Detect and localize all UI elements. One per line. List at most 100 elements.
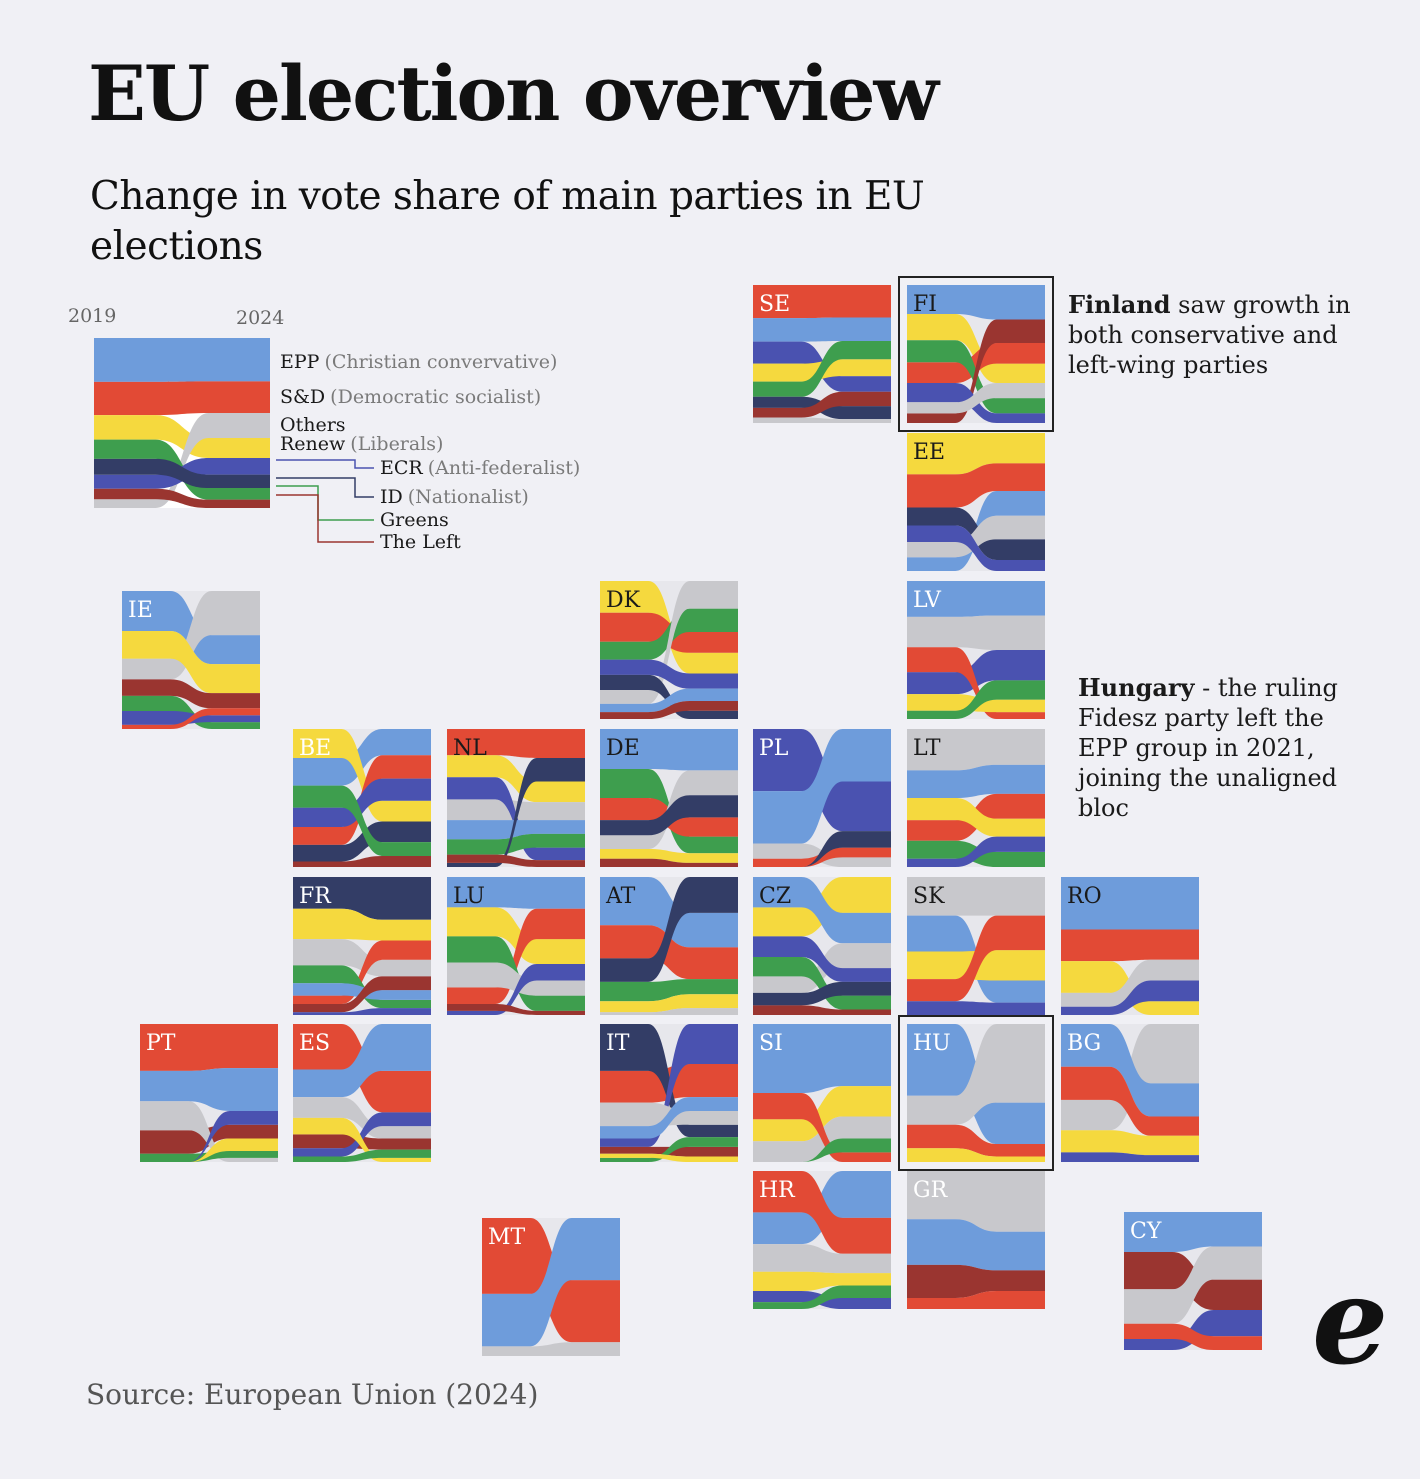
tile-lt-band-epp bbox=[907, 764, 1045, 798]
tile-de-band-left bbox=[600, 858, 738, 867]
tile-si-band-epp bbox=[753, 1024, 891, 1093]
legend-name-left: The Left bbox=[380, 531, 461, 553]
country-tiles: SE FI EE LV LT IE DK BE NL DE PL FR LU AT CZ SK RO PT ES IT… bbox=[122, 276, 1262, 1356]
tile-ee-band-renew bbox=[907, 433, 1045, 475]
tile-pt-band-epp bbox=[140, 1068, 278, 1111]
tile-label-cy: CY bbox=[1130, 1219, 1162, 1244]
tile-pl-band-id bbox=[753, 831, 891, 867]
tile-ie-band-sd bbox=[122, 708, 260, 729]
tile-cz-band-epp bbox=[753, 877, 891, 944]
tile-gr-band-sd bbox=[907, 1291, 1045, 1309]
tile-mt-band-epp bbox=[482, 1218, 620, 1347]
finland-annotation-text: saw growth in both conservative and left… bbox=[1068, 291, 1351, 379]
hungary-annotation-text: - the ruling Fidesz party left the EPP g… bbox=[1078, 674, 1338, 822]
country-tile-hu: HU bbox=[898, 1015, 1054, 1171]
tile-bg-band-epp bbox=[1061, 1024, 1199, 1117]
tile-es-band-ecr bbox=[293, 1112, 431, 1157]
legend-name-ecr: ECR bbox=[380, 457, 423, 479]
tile-label-lv: LV bbox=[913, 588, 942, 613]
tile-bg-band-ecr bbox=[1061, 1152, 1199, 1162]
tile-es-band-others bbox=[293, 1097, 431, 1139]
legend-name-greens: Greens bbox=[380, 509, 449, 531]
tile-nl-band-greens bbox=[447, 833, 585, 855]
tile-label-ie: IE bbox=[128, 598, 153, 623]
page-subtitle: Change in vote share of main parties in … bbox=[90, 174, 925, 269]
tile-lv-band-others bbox=[907, 615, 1045, 650]
tile-lt-band-ecr bbox=[907, 836, 1045, 867]
legend-item-greens: Greens bbox=[380, 509, 449, 531]
country-tile-nl: NL bbox=[447, 729, 585, 867]
tile-it-band-greens bbox=[600, 1137, 738, 1162]
legend-item-id: ID (Nationalist) bbox=[380, 486, 529, 508]
tile-label-pl: PL bbox=[759, 736, 789, 761]
source-note: Source: European Union (2024) bbox=[86, 1378, 539, 1411]
tile-lv-band-epp bbox=[907, 581, 1045, 617]
legend-name-epp: EPP bbox=[280, 351, 320, 373]
country-tile-es: ES bbox=[293, 1024, 431, 1162]
legend-item-others: Others bbox=[280, 414, 346, 436]
legend-desc-ecr: (Anti-federalist) bbox=[428, 457, 581, 479]
legend-band-sd bbox=[94, 381, 270, 416]
tile-cz-band-left bbox=[753, 1005, 891, 1015]
tile-fi-band-others bbox=[907, 382, 1045, 414]
tile-at-band-renew bbox=[600, 994, 738, 1013]
tile-dk-band-ecr bbox=[600, 659, 738, 689]
country-tile-gr: GR bbox=[907, 1171, 1045, 1309]
tile-pt-band-sd bbox=[140, 1024, 278, 1071]
tile-ie-band-others bbox=[122, 591, 260, 680]
legend-year-start: 2019 bbox=[68, 305, 116, 327]
tile-lu-band-left bbox=[447, 1003, 585, 1015]
tile-label-sk: SK bbox=[913, 884, 945, 909]
legend-desc-id: (Nationalist) bbox=[408, 486, 529, 508]
tile-label-fr: FR bbox=[299, 884, 332, 909]
legend-item-epp: EPP (Christian convervative) bbox=[280, 351, 557, 373]
tile-ro-band-ecr bbox=[1061, 980, 1199, 1015]
tile-it-band-ecr bbox=[600, 1024, 738, 1147]
tile-label-hu: HU bbox=[913, 1031, 951, 1056]
tile-gr-band-left bbox=[907, 1264, 1045, 1298]
tile-es-band-epp bbox=[293, 1024, 431, 1098]
tile-hu-band-others bbox=[907, 1024, 1045, 1125]
tile-it-band-id bbox=[600, 1024, 738, 1138]
legend-flow bbox=[94, 338, 270, 508]
tile-ee-band-sd bbox=[907, 463, 1045, 508]
tile-label-pt: PT bbox=[146, 1031, 176, 1056]
tile-pt-band-renew bbox=[140, 1138, 278, 1162]
tile-lt-band-others bbox=[907, 729, 1045, 771]
finland-annotation-bold: Finland bbox=[1068, 290, 1171, 319]
legend-band-left bbox=[94, 488, 270, 508]
tile-highlight-hu bbox=[898, 1015, 1054, 1171]
hungary-annotation-bold: Hungary bbox=[1078, 673, 1195, 702]
country-tile-ro: RO bbox=[1061, 877, 1199, 1015]
tile-bg-band-sd bbox=[1061, 1066, 1199, 1136]
tile-nl-band-left bbox=[447, 854, 585, 867]
country-tile-bg: BG bbox=[1061, 1024, 1199, 1162]
tile-nl-band-others bbox=[447, 799, 585, 821]
tile-at-band-sd bbox=[600, 925, 738, 980]
tile-es-band-renew bbox=[293, 1117, 431, 1162]
legend-band-epp bbox=[94, 338, 270, 382]
country-tile-lv: LV bbox=[907, 581, 1045, 719]
legend-band-others bbox=[94, 413, 270, 508]
tile-ie-band-renew bbox=[122, 631, 260, 694]
tile-label-lu: LU bbox=[453, 884, 485, 909]
page-title: EU election overview bbox=[88, 49, 939, 138]
tile-cy-band-sd bbox=[1124, 1323, 1262, 1350]
legend-leader-id bbox=[276, 477, 374, 498]
tile-si-band-sd bbox=[753, 1093, 891, 1162]
country-tile-ee: EE bbox=[907, 433, 1045, 571]
publisher-logo: e bbox=[1312, 1251, 1389, 1392]
tile-lu-band-others bbox=[447, 962, 585, 996]
tile-label-mt: MT bbox=[488, 1225, 526, 1250]
tile-lu-band-sd bbox=[447, 908, 585, 1004]
tile-fr-band-ecr bbox=[293, 1008, 431, 1015]
legend-item-ecr: ECR (Anti-federalist) bbox=[380, 457, 580, 479]
tile-at-band-epp bbox=[600, 877, 738, 948]
tile-label-ee: EE bbox=[913, 440, 945, 465]
legend-leader-left bbox=[276, 494, 374, 543]
tile-label-ro: RO bbox=[1067, 884, 1102, 909]
tile-ie-band-left bbox=[122, 679, 260, 709]
country-tile-cz: CZ bbox=[753, 877, 891, 1015]
tile-nl-band-sd bbox=[447, 729, 585, 758]
